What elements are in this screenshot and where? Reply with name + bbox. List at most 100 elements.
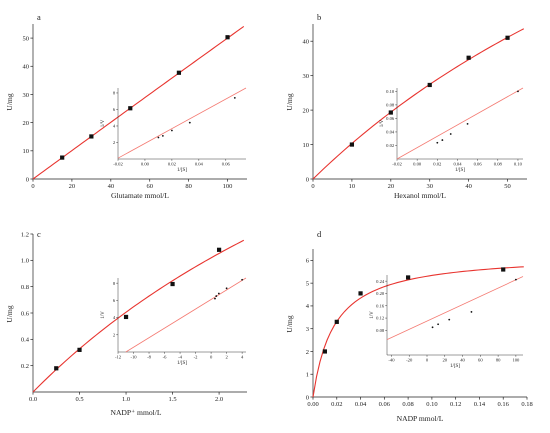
- inset-x-tick-label: 0.00: [141, 162, 150, 167]
- inset-x-tick-label: 0.02: [168, 162, 177, 167]
- inset-x-tick-label: -8: [147, 355, 152, 360]
- inset-data-point: [441, 139, 444, 141]
- main-y-tick-label: 0.2: [21, 363, 29, 370]
- data-point: [176, 70, 182, 75]
- inset-x-tick-label: 0.06: [474, 162, 483, 167]
- data-point: [89, 134, 94, 139]
- x-axis-title: NADP⁺ mmol/L: [110, 408, 161, 417]
- main-x-tick-label: 30: [426, 183, 433, 190]
- main-x-tick-label: 2.0: [215, 396, 223, 403]
- inset-data-point: [448, 318, 451, 321]
- data-point: [123, 314, 129, 320]
- inset-fit-line: [386, 276, 524, 340]
- main-x-tick-label: 1.5: [169, 396, 177, 403]
- inset-x-tick-label: 0.00: [413, 162, 422, 167]
- inset-x-tick-label: 4: [241, 355, 244, 360]
- fit-curve: [32, 239, 245, 393]
- inset-data-point: [436, 141, 439, 144]
- data-point: [170, 281, 175, 287]
- fit-curve: [32, 26, 245, 180]
- main-x-tick-label: 60: [146, 183, 153, 190]
- inset-x-tick-label: 0.04: [195, 162, 204, 167]
- main-x-tick-label: 100: [223, 183, 233, 190]
- inset-y-tick-label: 8: [113, 281, 116, 286]
- inset-plot: -12 -10 -8 -6 -4 -2 0 2 4 2 4 6 8 1/[S] 1/V: [101, 277, 247, 366]
- main-y-tick-label: 2: [306, 349, 309, 356]
- inset-data-point: [517, 90, 519, 93]
- main-y-tick-label: 0.6: [21, 310, 30, 317]
- main-x-tick-label: 50: [504, 183, 511, 190]
- main-x-tick-label: 0.02: [331, 401, 342, 408]
- inset-x-axis-title: 1/[S]: [450, 364, 460, 369]
- main-x-tick-label: 1.0: [122, 396, 130, 403]
- data-point: [128, 106, 133, 111]
- main-y-tick-label: 40: [303, 39, 310, 46]
- inset-y-tick-label: 0.04: [386, 130, 395, 135]
- inset-x-tick-label: -4: [178, 355, 183, 360]
- main-y-tick-label: 6: [306, 258, 310, 265]
- main-x-tick-label: 0: [31, 183, 34, 190]
- inset-plot: -40 -20 0 20 40 60 80 100 0.08 0.12 0.16 0.20 0.24 1/…: [370, 275, 524, 369]
- inset-y-tick-label: 4: [113, 315, 116, 320]
- inset-x-tick-label: 0.04: [453, 162, 462, 167]
- main-y-tick-label: 4: [306, 303, 310, 310]
- main-y-tick-label: 0.4: [21, 337, 30, 344]
- main-y-tick-label: 50: [23, 35, 30, 42]
- inset-data-point: [514, 278, 517, 281]
- main-x-tick-label: 0.00: [307, 401, 318, 408]
- main-x-tick-label: 20: [69, 183, 76, 190]
- inset-y-tick-label: 0.02: [386, 143, 395, 148]
- main-x-tick-label: 10: [349, 183, 356, 190]
- inset-y-tick-label: 2: [113, 140, 116, 145]
- inset-x-tick-label: 0.02: [433, 162, 442, 167]
- inset-x-tick-label: -0.02: [113, 162, 123, 167]
- inset-y-tick-label: 8: [113, 91, 116, 96]
- inset-x-axis-title: 1/[S]: [177, 168, 187, 173]
- main-x-tick-label: 0.0: [29, 396, 37, 403]
- inset-data-point: [188, 121, 191, 124]
- inset-data-point: [437, 323, 440, 326]
- inset-y-axis-title: 1/V: [101, 311, 106, 319]
- panel-a: 0 20 40 60 80 100 0 10 20 30 40 50 a Glutamate mmol/L…: [5, 12, 247, 200]
- panel-letter: c: [37, 229, 41, 239]
- inset-y-tick-label: 0.16: [376, 303, 385, 308]
- inset-y-tick-label: 2: [113, 332, 116, 337]
- main-x-tick-label: 0.10: [426, 401, 437, 408]
- main-y-tick-label: 30: [23, 92, 30, 99]
- inset-data-point: [170, 129, 173, 132]
- data-point: [358, 291, 363, 296]
- panel-letter: d: [317, 229, 322, 239]
- x-axis-title: Glutamate mmol/L: [111, 191, 169, 200]
- inset-x-tick-label: 0.08: [494, 162, 503, 167]
- inset-data-point: [466, 122, 469, 125]
- main-x-tick-label: 40: [465, 183, 472, 190]
- y-axis-title: U/mg: [5, 93, 14, 111]
- data-point: [427, 82, 432, 88]
- data-point: [501, 267, 506, 272]
- data-point: [77, 347, 82, 352]
- inset-y-tick-label: 0.20: [376, 291, 385, 296]
- inset-data-point: [215, 295, 218, 297]
- inset-x-axis-title: 1/[S]: [455, 168, 465, 173]
- inset-data-point: [225, 287, 228, 290]
- main-y-tick-label: 1.0: [21, 258, 29, 265]
- inset-plot: -0.02 0.00 0.02 0.04 0.06 2 4 6 8 1/[S] 1/V: [101, 87, 247, 173]
- inset-x-tick-label: 60: [478, 358, 483, 363]
- panel-d: 0.00 0.02 0.04 0.06 0.08 0.10 0.12 0.14 0.16 0.18…: [285, 229, 533, 423]
- inset-x-tick-label: -2: [194, 355, 199, 360]
- panel-letter: a: [37, 12, 41, 22]
- panel-letter: b: [317, 12, 321, 22]
- main-y-tick-label: 40: [23, 64, 30, 71]
- main-x-tick-label: 0.06: [379, 401, 391, 408]
- inset-x-axis-title: 1/[S]: [177, 361, 187, 366]
- inset-x-tick-label: -0.02: [392, 162, 402, 167]
- inset-data-point: [217, 292, 220, 295]
- data-point: [388, 110, 393, 115]
- inset-y-tick-label: 0.08: [376, 328, 385, 333]
- inset-x-tick-label: -20: [406, 358, 413, 363]
- inset-y-axis-title: 1/V: [380, 119, 385, 127]
- inset-plot: -0.02 0.00 0.02 0.04 0.06 0.08 0.10 0.02 0.04 0.0…: [380, 87, 524, 173]
- inset-data-point: [161, 134, 164, 137]
- inset-y-tick-label: 6: [113, 107, 116, 112]
